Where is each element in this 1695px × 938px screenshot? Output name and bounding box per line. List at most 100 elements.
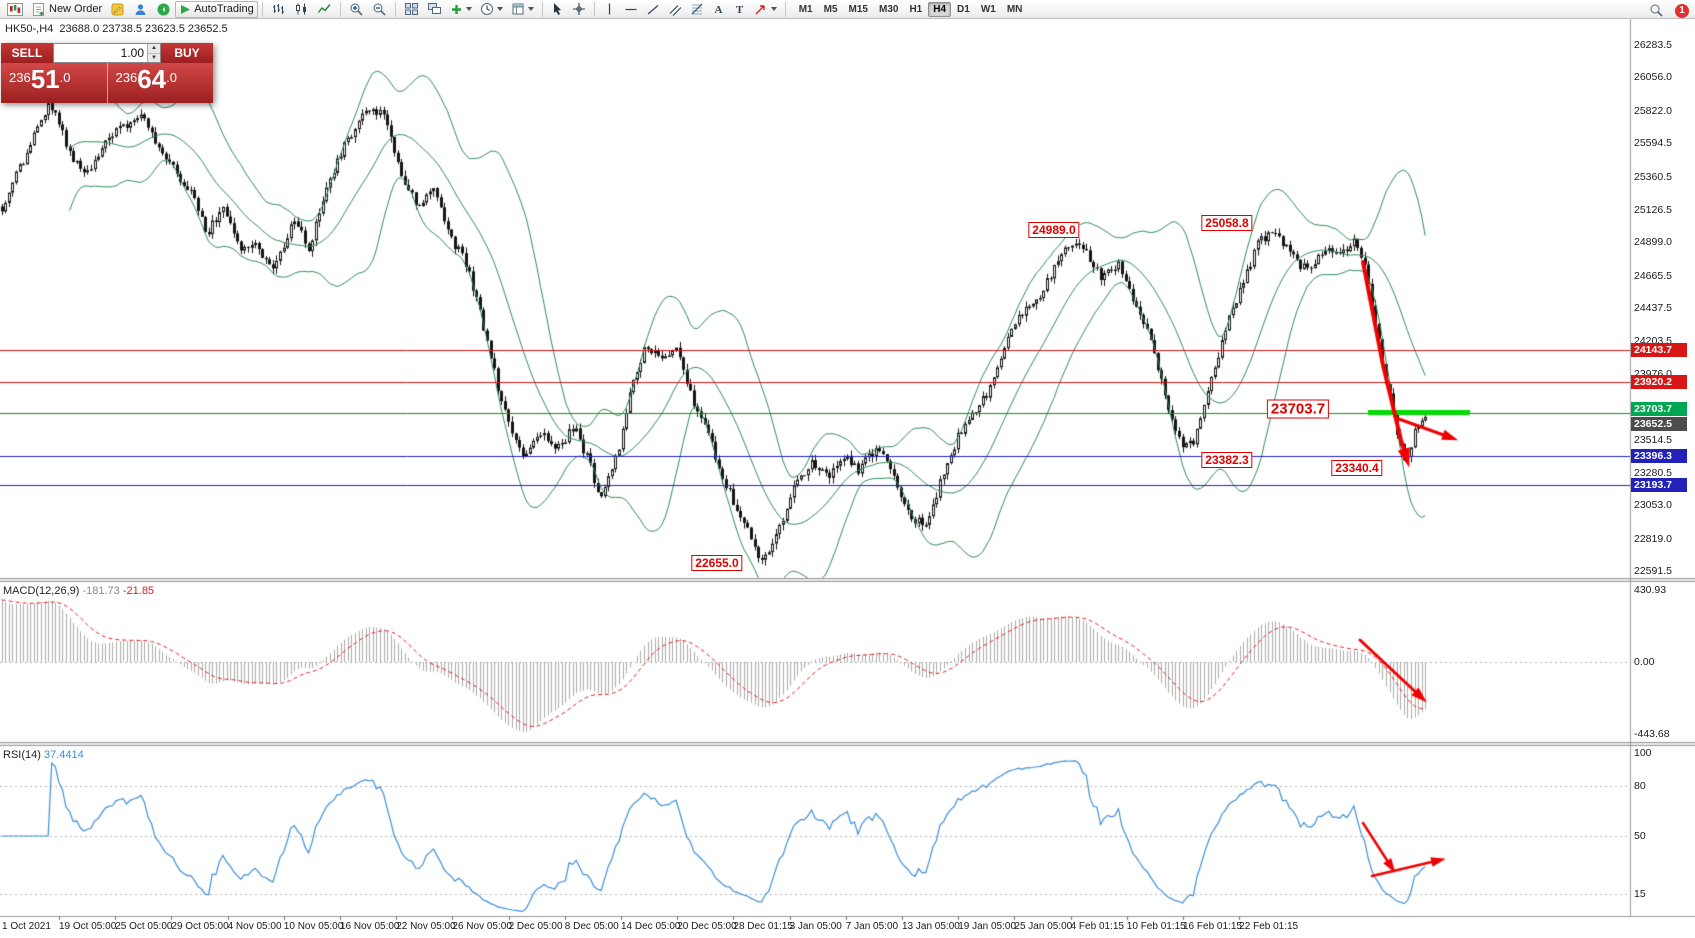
clock-icon [480,3,493,15]
sell-header-label: SELL [1,43,53,63]
buy-price-big: 64 [137,64,167,94]
toolbar-separator [339,1,341,17]
volume-field[interactable]: 1.00 ▲ ▼ [53,43,161,63]
rsi-label: RSI(14) 37.4414 [3,749,84,761]
toolbar-right-tools: 1 [1645,2,1689,19]
timeframe-m5-button[interactable]: M5 [823,3,838,15]
text-t-icon: T [736,4,744,16]
metaeditor-button[interactable] [106,1,129,18]
fibonacci-button[interactable] [686,1,708,18]
shapes-button[interactable] [750,1,781,18]
sell-price-prefix: 236 [9,70,31,85]
channel-button[interactable] [664,1,686,18]
svg-text:A: A [714,4,722,16]
sell-button[interactable]: 236 51.0 [1,63,107,103]
new-chart-icon [7,2,23,16]
timeframe-m15-button[interactable]: M15 [848,3,868,15]
trendline-icon [647,4,659,14]
macd-label: MACD(12,26,9) -181.73 -21.85 [3,585,154,597]
search-icon [1650,4,1663,17]
text-a-icon: A [714,4,722,16]
notification-badge: 1 [1679,5,1685,16]
zoom-out-icon [373,3,386,16]
tile-windows-button[interactable] [400,1,423,18]
price-annotation-23382.3[interactable]: 23382.3 [1201,452,1253,468]
toolbar-separator [541,1,543,17]
toolbar-separator [261,1,263,17]
cursor-button[interactable] [547,1,568,18]
bar-chart-button[interactable] [267,1,290,18]
trade-panel-header: SELL 1.00 ▲ ▼ BUY [1,43,213,63]
line-chart-icon [317,4,331,13]
zoom-in-button[interactable] [345,1,368,18]
arrow-tool-icon [755,4,765,14]
timeframe-mn-button[interactable]: MN [1006,3,1023,15]
top-toolbar: New Order AutoTrading [0,0,1695,19]
community-button[interactable] [129,1,152,18]
buy-button[interactable]: 236 64.0 [106,63,214,103]
price-annotation-23703.7[interactable]: 23703.7 [1266,399,1330,419]
symbol-period: HK50-,H4 [5,23,54,35]
timeframe-w1-button[interactable]: W1 [980,3,996,15]
horizontal-line-button[interactable] [620,1,642,18]
cursor-icon [553,3,561,15]
periods-button[interactable] [476,1,507,18]
autotrading-label: AutoTrading [194,3,254,15]
add-indicator-icon [451,4,461,14]
price-annotation-25058.8[interactable]: 25058.8 [1201,215,1253,231]
text-button[interactable]: A [708,1,729,18]
timeframe-h4-button[interactable]: H4 [928,1,952,17]
timeframe-m1-button[interactable]: M1 [798,3,813,15]
new-order-label: New Order [49,3,103,15]
text-label-button[interactable]: T [729,1,750,18]
vertical-line-icon [608,3,610,15]
sounds-button[interactable] [152,1,175,18]
price-annotation-24989.0[interactable]: 24989.0 [1028,222,1080,238]
autotrading-button[interactable]: AutoTrading [175,0,258,18]
new-chart-button[interactable] [3,1,27,18]
indicators-button[interactable] [446,1,476,18]
line-chart-button[interactable] [313,1,336,18]
vertical-line-button[interactable] [599,1,620,18]
volume-value: 1.00 [120,46,144,60]
timeframe-m30-button[interactable]: M30 [878,3,899,15]
candlestick-chart-icon [295,3,306,15]
volume-decrease-button[interactable]: ▼ [148,53,160,62]
timeframe-group: M1 M5 M15 M30 H1 H4 D1 W1 MN [794,1,1028,17]
cascade-windows-button[interactable] [423,1,446,18]
trendline-button[interactable] [642,1,664,18]
chevron-down-icon [770,7,777,11]
zoom-in-icon [350,3,363,16]
chevron-down-icon [465,7,472,11]
buy-price-prefix: 236 [115,70,138,85]
buy-header-label: BUY [161,43,213,63]
crosshair-button[interactable] [568,1,590,18]
tile-windows-icon [404,3,418,15]
templates-button[interactable] [507,1,538,18]
community-person-icon [135,3,146,15]
autotrading-play-icon [181,4,191,14]
cascade-windows-icon [427,3,441,14]
symbol-ohlc: 23688.0 23738.5 23623.5 23652.5 [59,23,228,35]
timeframe-d1-button[interactable]: D1 [957,3,970,15]
toolbar-separator [784,1,786,17]
timeframe-h1-button[interactable]: H1 [909,3,923,15]
rsi-value: 37.4414 [43,749,84,761]
horizontal-line-icon [625,8,637,10]
candlestick-chart-button[interactable] [290,1,313,18]
template-icon [512,3,524,15]
new-order-button[interactable]: New Order [27,1,106,18]
zoom-out-button[interactable] [368,1,391,18]
search-button[interactable] [1645,2,1668,19]
chevron-down-icon [496,7,503,11]
price-annotation-22655.0[interactable]: 22655.0 [691,555,743,571]
notifications-button[interactable]: 1 [1675,3,1689,18]
svg-text:T: T [736,4,744,16]
chart-symbol-info: HK50-,H4 23688.0 23738.5 23623.5 23652.5 [5,23,228,35]
channel-icon [669,5,682,16]
volume-increase-button[interactable]: ▲ [148,44,160,54]
speaker-icon [157,3,170,15]
price-annotation-23340.4[interactable]: 23340.4 [1331,460,1383,476]
chevron-down-icon [527,7,534,11]
